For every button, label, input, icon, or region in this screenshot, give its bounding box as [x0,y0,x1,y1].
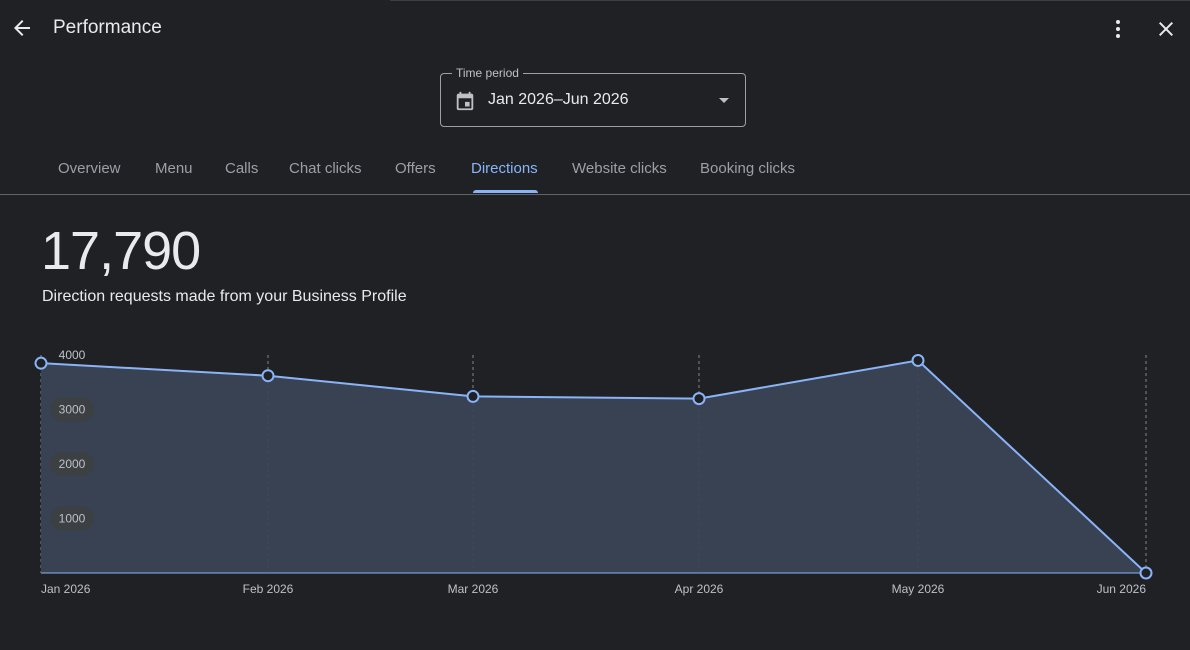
x-tick-label-5: May 2026 [892,582,945,596]
time-period-value: Jan 2026–Jun 2026 [488,91,629,108]
x-tick-label-6: Jun 2026 [1097,582,1147,596]
tab-website-clicks[interactable]: Website clicks [572,160,667,177]
window-top-border [390,0,1190,1]
tab-directions[interactable]: Directions [471,160,538,177]
arrow-back-icon [14,20,30,36]
back-button[interactable] [8,14,36,42]
x-tick-label-3: Mar 2026 [448,582,499,596]
x-tick-label-1: Jan 2026 [41,582,91,596]
y-tick-label-2000: 2000 [59,457,86,471]
metric-tabs: Overview Menu Calls Chat clicks Offers D… [0,150,1190,195]
data-point-2 [261,369,275,383]
data-point-3 [466,389,480,403]
close-icon [1159,22,1173,36]
close-button[interactable] [1152,15,1180,43]
y-tick-label-3000: 3000 [59,403,86,417]
dropdown-caret-icon [719,98,729,103]
total-directions-value: 17,790 [41,221,201,281]
tab-offers[interactable]: Offers [395,160,436,177]
data-point-6 [1139,566,1153,580]
data-point-5 [911,353,925,367]
data-point-1 [34,356,48,370]
tab-menu[interactable]: Menu [155,160,193,177]
more-vert-icon [1116,20,1120,38]
tab-calls[interactable]: Calls [225,160,259,177]
page-title: Performance [53,17,162,38]
directions-chart: 1000 2000 3000 4000 Jan 2026 Feb 2026 Mar 2026… [34,348,1153,596]
area-fill [41,360,1146,573]
tab-chat-clicks[interactable]: Chat clicks [289,160,362,177]
data-point-4 [692,392,706,406]
y-tick-label-4000: 4000 [59,348,86,362]
active-tab-indicator [473,190,538,193]
x-tick-label-2: Feb 2026 [243,582,294,596]
y-tick-label-1000: 1000 [59,512,86,526]
y-tick-pill-2000 [50,452,94,476]
time-period-label: Time period [452,66,523,80]
calendar-icon [456,91,474,111]
more-options-button[interactable] [1104,15,1132,43]
tab-booking-clicks[interactable]: Booking clicks [700,160,796,177]
header: Performance [0,0,1190,58]
series-line [40,359,1147,574]
metric-description: Direction requests made from your Busine… [42,288,407,305]
tab-overview[interactable]: Overview [58,160,121,177]
x-tick-label-4: Apr 2026 [675,582,724,596]
y-tick-pill-3000 [50,397,94,422]
y-tick-pill-1000 [50,506,94,531]
time-period-select[interactable]: Time period Jan 2026–Jun 2026 [440,66,746,127]
